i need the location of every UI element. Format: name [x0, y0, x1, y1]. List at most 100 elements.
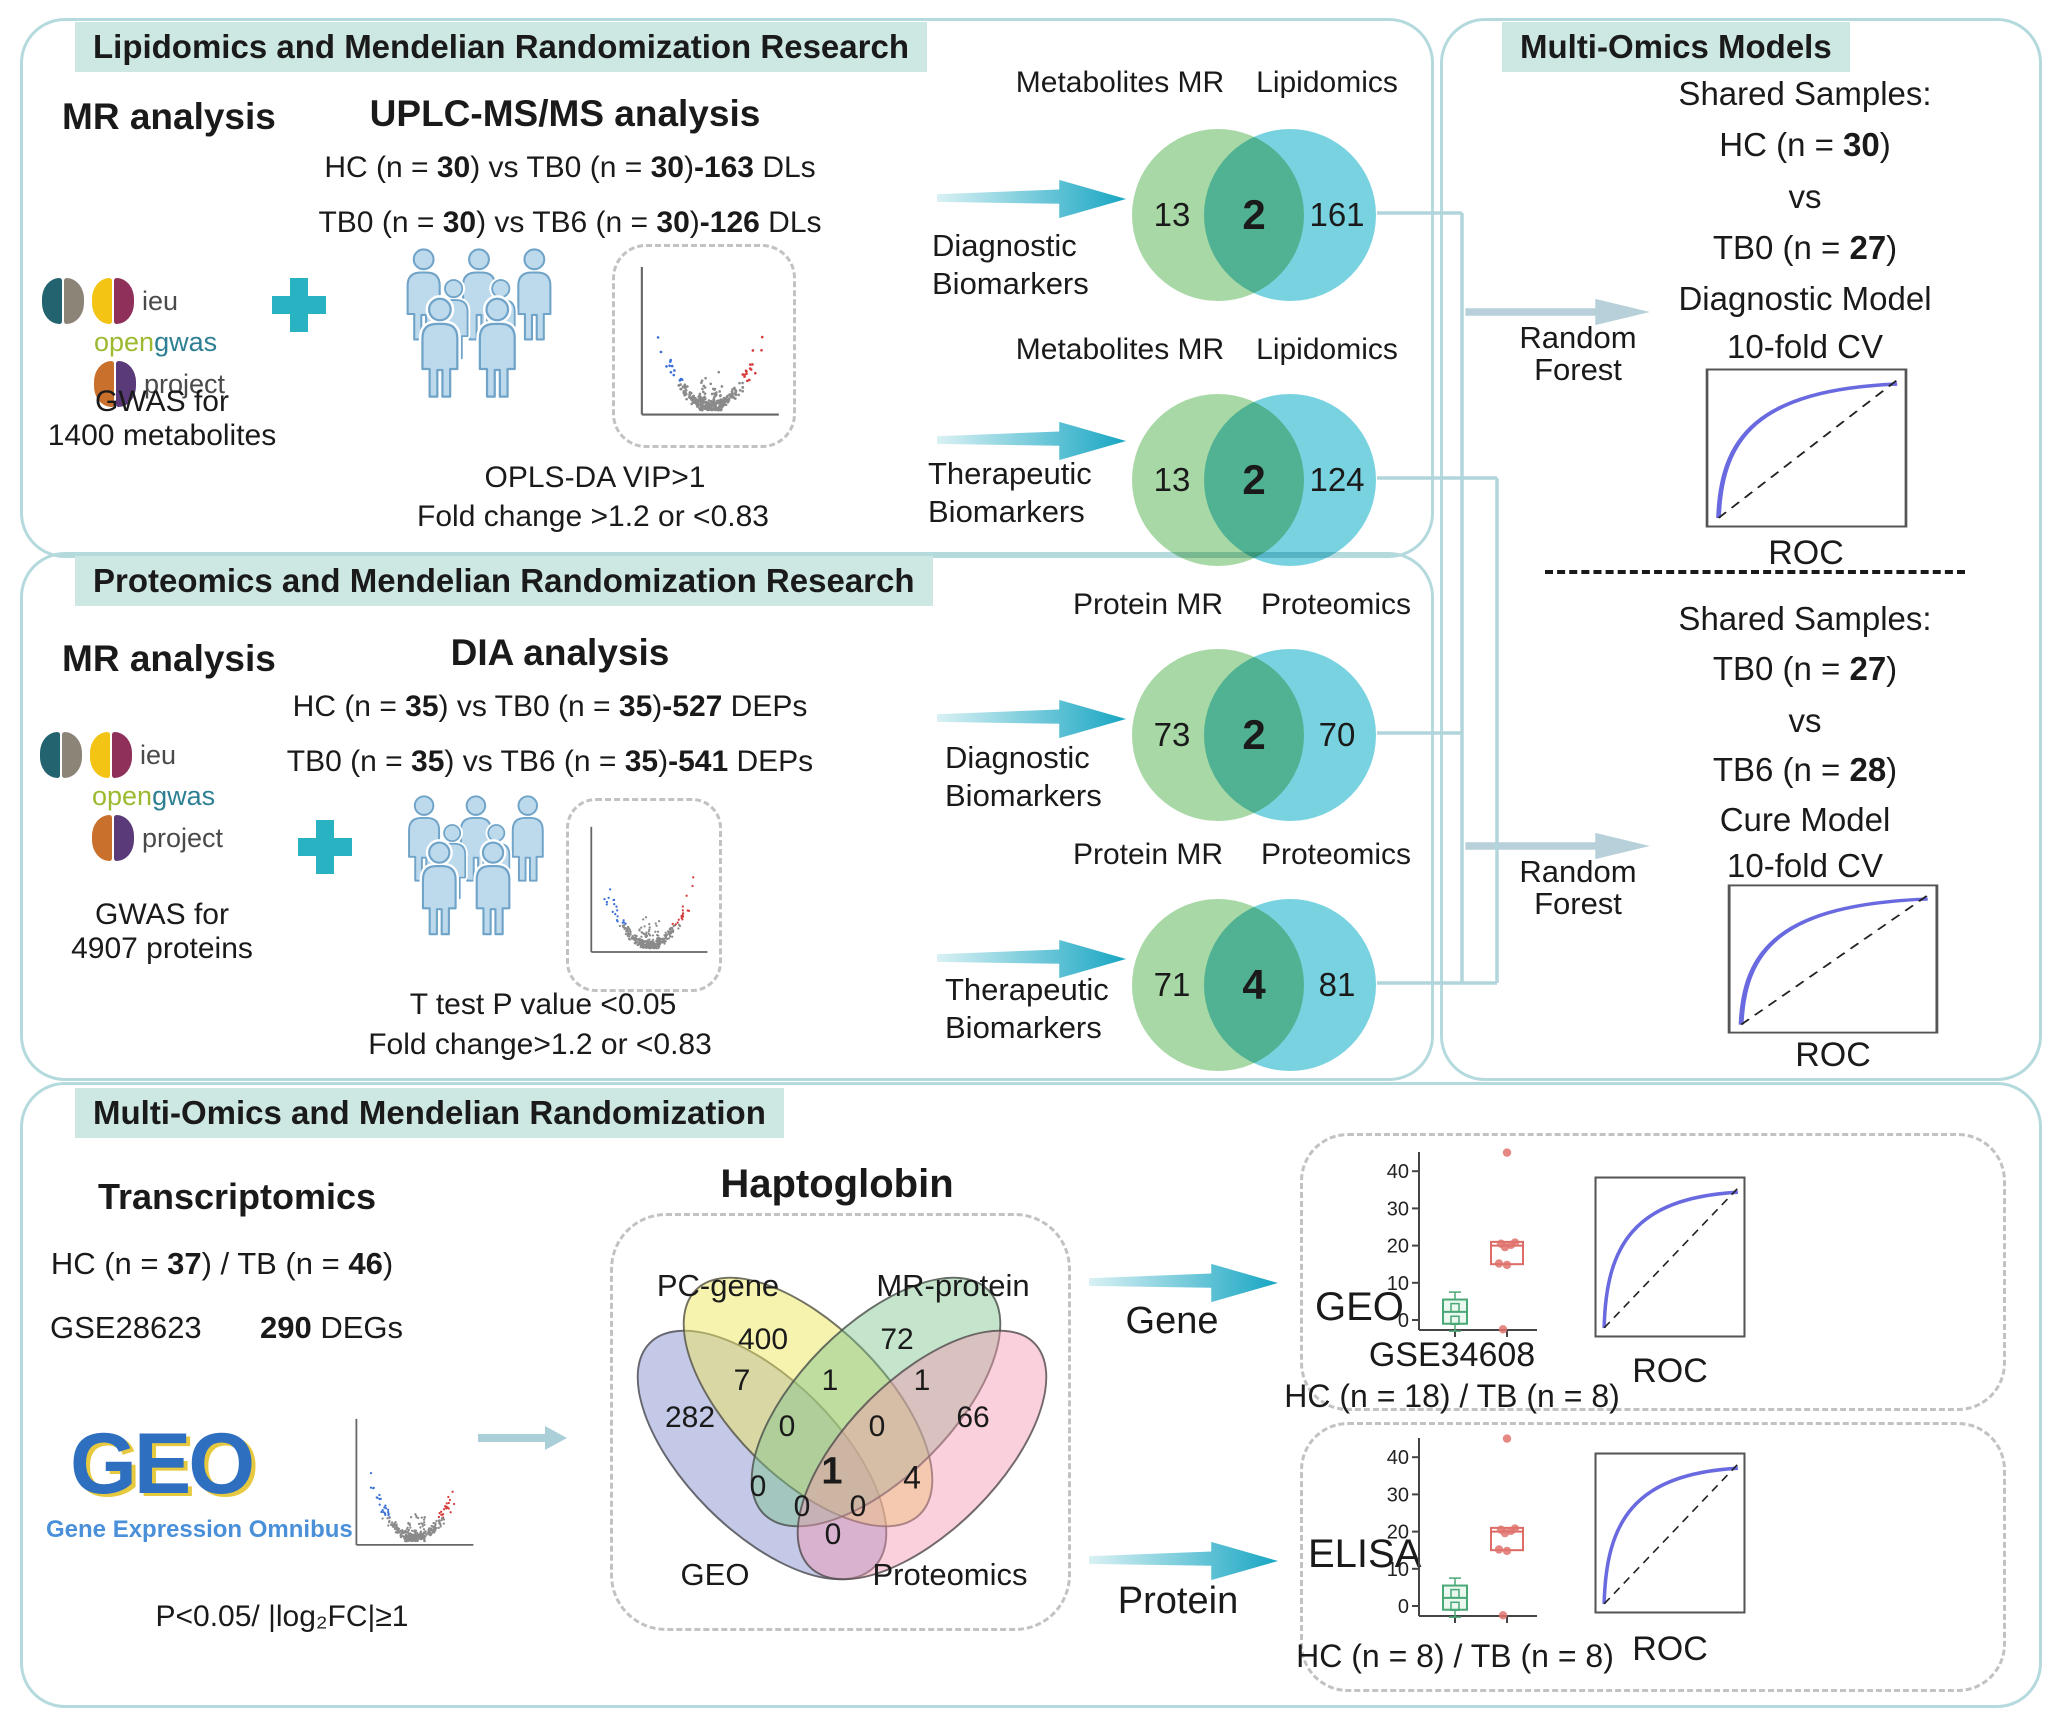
venn4-count: 0 [849, 1490, 867, 1523]
lipid-mr-title: MR analysis [62, 96, 276, 137]
diag-model-name: Diagnostic Model [1678, 280, 1932, 317]
haptoglobin-title: Haptoglobin [720, 1162, 954, 1206]
svg-text:30: 30 [1387, 1198, 1409, 1220]
proteo-volcano-box [566, 798, 722, 992]
ieu-gwas-text: gwas [154, 327, 218, 357]
proteomics-header: Proteomics and Mendelian Randomization R… [75, 556, 933, 606]
venn4-set-label: GEO [680, 1557, 750, 1592]
roc-plot [1594, 1452, 1746, 1614]
panel-models [1440, 18, 2042, 1081]
venn-tag: Biomarkers [928, 494, 1085, 529]
random-forest-label: Forest [1534, 352, 1622, 387]
cure-group2: TB6 (n = 28) [1712, 751, 1898, 788]
ieu-bean-pair-3 [92, 815, 134, 861]
venn-right-count: 124 [1309, 461, 1365, 498]
venn4-count: 0 [824, 1518, 842, 1551]
venn-left-set-label: Protein MR [1072, 838, 1224, 871]
proteo-criteria-1: T test P value <0.05 [409, 988, 677, 1021]
roc-label: ROC [1632, 1630, 1708, 1668]
venn-left-count: 73 [1153, 716, 1191, 753]
venn4-set-label: PC-gene [656, 1268, 780, 1303]
ieu-open-text: open [94, 327, 155, 357]
venn-right-count: 70 [1318, 716, 1356, 753]
venn-tag: Diagnostic [945, 740, 1090, 775]
venn4-count: 1 [913, 1364, 931, 1397]
venn4-count: 400 [737, 1323, 789, 1356]
elisa-panel-cohort: HC (n = 8) / TB (n = 8) [1296, 1638, 1614, 1674]
venn4-count: 0 [749, 1470, 767, 1503]
cure-vs: vs [1788, 702, 1822, 739]
models-divider [1545, 570, 1965, 574]
venn4-count: 0 [793, 1490, 811, 1523]
venn-center-count: 2 [1242, 456, 1266, 503]
roc-label: ROC [1795, 1036, 1871, 1074]
venn-right-count: 81 [1318, 966, 1356, 1003]
elisa-panel-label: ELISA [1308, 1532, 1422, 1576]
svg-text:0: 0 [1398, 1596, 1409, 1618]
venn-center-count: 2 [1242, 191, 1266, 238]
diag-cv: 10-fold CV [1727, 328, 1883, 365]
proteo-gwas-label: GWAS for 4907 proteins [71, 898, 253, 965]
svg-text:20: 20 [1387, 1522, 1409, 1544]
deg-filter-criteria: P<0.05/ |log₂FC|≥1 [155, 1600, 409, 1633]
random-forest-label: Random [1519, 320, 1637, 355]
venn4-count: 1 [821, 1364, 839, 1397]
venn-circle-omics [1204, 649, 1376, 821]
ieu-logo-text: ieu [140, 739, 177, 770]
venn4-count: 0 [868, 1410, 886, 1443]
venn-tag: Biomarkers [945, 778, 1102, 813]
venn-circle-omics [1204, 394, 1376, 566]
cure-cv: 10-fold CV [1727, 847, 1883, 884]
protein-label: Protein [1117, 1580, 1239, 1622]
lipidomics-header: Lipidomics and Mendelian Randomization R… [75, 22, 927, 72]
cure-shared-samples: Shared Samples: [1678, 600, 1932, 637]
roc-plot [1727, 884, 1939, 1034]
patients-group-icon [404, 248, 554, 401]
arrow-volcano-to-venn [478, 1426, 567, 1450]
ieu-bean-pair-1 [42, 278, 84, 324]
svg-text:20: 20 [1387, 1236, 1409, 1258]
proteo-analysis-title: DIA analysis [450, 632, 670, 673]
venn-tag: Therapeutic [945, 972, 1109, 1007]
ieu-bean-pair-2 [92, 278, 134, 324]
cure-model-name: Cure Model [1719, 801, 1891, 838]
venn4-count: 72 [880, 1323, 914, 1356]
lipid-criteria-2: Fold change >1.2 or <0.83 [417, 500, 769, 533]
svg-text:40: 40 [1387, 1447, 1409, 1469]
venn-circle-omics [1204, 129, 1376, 301]
volcano-plot-icon [355, 1418, 474, 1546]
gse-accession: GSE28623 [50, 1310, 202, 1345]
venn-left-count: 71 [1153, 966, 1191, 1003]
roc-plot [1705, 368, 1908, 528]
svg-text:0: 0 [1398, 1310, 1409, 1332]
ieu-bean-pair-2 [90, 732, 132, 778]
cure-group1: TB0 (n = 27) [1712, 650, 1898, 687]
geo-logo-subtitle: Gene Expression Omnibus [46, 1516, 353, 1543]
degs-count: 290 DEGs [260, 1310, 404, 1345]
venn-tag: Diagnostic [932, 228, 1077, 263]
teal-arrow-icon [937, 699, 1127, 739]
proteo-mr-title: MR analysis [62, 638, 276, 679]
venn4-count: 282 [664, 1401, 716, 1434]
proteo-compare-1: HC (n = 35) vs TB0 (n = 35)-527 DEPs [292, 690, 808, 723]
svg-text:10: 10 [1387, 1559, 1409, 1581]
random-forest-label: Forest [1534, 886, 1622, 921]
venn-left-count: 13 [1153, 196, 1191, 233]
venn-center-count: 2 [1242, 711, 1266, 758]
teal-arrow-icon [1089, 1541, 1279, 1581]
venn4-count: 7 [733, 1364, 751, 1397]
geo-panel-label: GEO [1315, 1285, 1404, 1329]
venn-right-set-label: Lipidomics [1256, 333, 1398, 366]
svg-text:10: 10 [1387, 1273, 1409, 1295]
ieu-gwas-text: gwas [152, 781, 216, 811]
haptoglobin-venn-box [610, 1213, 1071, 1631]
models-header: Multi-Omics Models [1502, 22, 1850, 72]
ieu-project-text: project [144, 368, 226, 399]
panel-proteomics [20, 552, 1434, 1081]
lipid-gwas-label: GWAS for 1400 metabolites [47, 385, 277, 452]
venn-left-set-label: Metabolites MR [1015, 66, 1225, 99]
haptoglobin-boxplot: 40 30 20 10 0 [1387, 1434, 1537, 1623]
venn4-set-label: MR-protein [876, 1268, 1030, 1303]
